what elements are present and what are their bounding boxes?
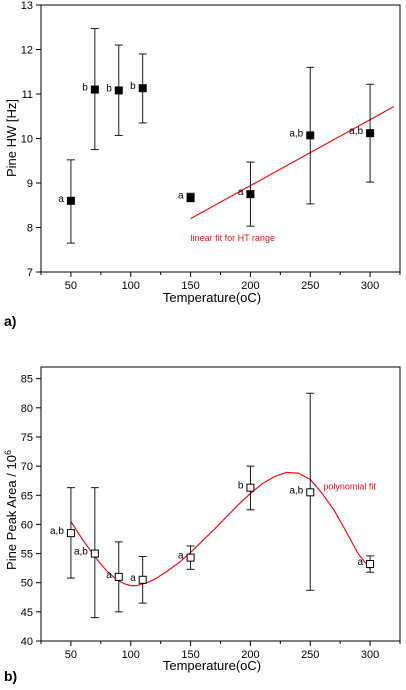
x-axis-title-o: o bbox=[240, 658, 247, 673]
data-point bbox=[366, 129, 375, 138]
data-point bbox=[186, 193, 195, 202]
linear-fit-line bbox=[190, 105, 395, 220]
data-point bbox=[246, 190, 255, 199]
x-tick-label: 200 bbox=[241, 649, 259, 661]
significance-label: a,b bbox=[74, 547, 88, 558]
significance-label: a bbox=[106, 570, 112, 581]
y-tick-label: 55 bbox=[21, 549, 33, 561]
x-tick-label: 50 bbox=[65, 280, 77, 292]
significance-label: b bbox=[82, 83, 88, 94]
x-tick-label: 250 bbox=[301, 649, 319, 661]
significance-label: a bbox=[58, 194, 64, 205]
significance-label: a bbox=[178, 191, 184, 202]
y-tick-label: 50 bbox=[21, 578, 33, 590]
x-tick-label: 200 bbox=[241, 280, 259, 292]
y-axis-title-exponent: 6 bbox=[3, 450, 13, 455]
y-tick-label: 65 bbox=[21, 490, 33, 502]
panel-label-a: a) bbox=[4, 313, 16, 329]
x-tick-label: 100 bbox=[122, 649, 140, 661]
y-tick-label: 11 bbox=[22, 89, 33, 101]
x-tick-label: 250 bbox=[301, 280, 319, 292]
x-axis-title: Temperature(oC) bbox=[163, 658, 261, 673]
significance-label: a,b bbox=[50, 526, 64, 537]
significance-label: a,b bbox=[289, 485, 303, 496]
data-point bbox=[306, 131, 315, 140]
data-point bbox=[90, 85, 99, 94]
data-point bbox=[66, 529, 75, 538]
x-tick-label: 150 bbox=[181, 280, 199, 292]
x-tick-label: 300 bbox=[361, 280, 379, 292]
data-point bbox=[114, 572, 123, 581]
data-point bbox=[306, 488, 315, 497]
chart-panel-b: Pine Peak Area / 106 Temperature(oC) b) … bbox=[3, 366, 401, 684]
significance-label: b bbox=[130, 81, 136, 92]
significance-label: a bbox=[358, 557, 364, 568]
panel-label-b: b) bbox=[4, 668, 17, 684]
y-tick-label: 75 bbox=[21, 432, 33, 444]
y-axis-title: Pine HW [Hz] bbox=[4, 99, 19, 177]
data-point bbox=[246, 483, 255, 492]
x-tick-label: 150 bbox=[181, 649, 199, 661]
x-tick-label: 300 bbox=[361, 649, 379, 661]
y-tick-label: 13 bbox=[21, 0, 33, 12]
significance-label: b bbox=[106, 83, 112, 94]
fit-annotation: linear fit for HT range bbox=[191, 233, 275, 243]
x-tick-label: 50 bbox=[65, 649, 77, 661]
significance-label: a bbox=[238, 187, 244, 198]
polynomial-fit-line bbox=[70, 471, 371, 587]
y-tick-label: 85 bbox=[21, 374, 33, 386]
y-tick-label: 45 bbox=[21, 607, 33, 619]
y-tick-label: 7 bbox=[27, 267, 33, 279]
y-tick-label: 60 bbox=[21, 519, 33, 531]
y-tick-label: 12 bbox=[21, 45, 33, 57]
significance-label: a,b bbox=[349, 126, 363, 137]
significance-label: b bbox=[238, 481, 244, 492]
fit-annotation: polynomial fit bbox=[323, 481, 376, 491]
data-point bbox=[186, 553, 195, 562]
x-axis-title: Temperature(oC) bbox=[163, 290, 261, 305]
y-tick-label: 10 bbox=[21, 134, 33, 146]
y-axis-title: Pine Peak Area / 106 bbox=[3, 450, 19, 570]
significance-label: a,b bbox=[289, 128, 303, 139]
y-tick-label: 40 bbox=[21, 636, 33, 648]
y-tick-label: 8 bbox=[27, 223, 33, 235]
data-point bbox=[138, 84, 147, 93]
data-point bbox=[90, 549, 99, 558]
y-tick-label: 70 bbox=[21, 461, 33, 473]
significance-label: a bbox=[130, 573, 136, 584]
y-tick-label: 9 bbox=[27, 178, 33, 190]
data-point bbox=[66, 196, 75, 205]
data-point bbox=[138, 575, 147, 584]
y-axis-title-text: Pine Peak Area / 10 bbox=[4, 455, 19, 570]
y-tick-label: 80 bbox=[21, 403, 33, 415]
chart-panel-a: Pine HW [Hz] Temperature(oC) a) linear f… bbox=[4, 0, 401, 329]
data-point bbox=[366, 560, 375, 569]
x-tick-label: 100 bbox=[122, 280, 140, 292]
x-axis-title-o: o bbox=[240, 290, 247, 305]
data-point bbox=[114, 86, 123, 95]
significance-label: a bbox=[178, 551, 184, 562]
